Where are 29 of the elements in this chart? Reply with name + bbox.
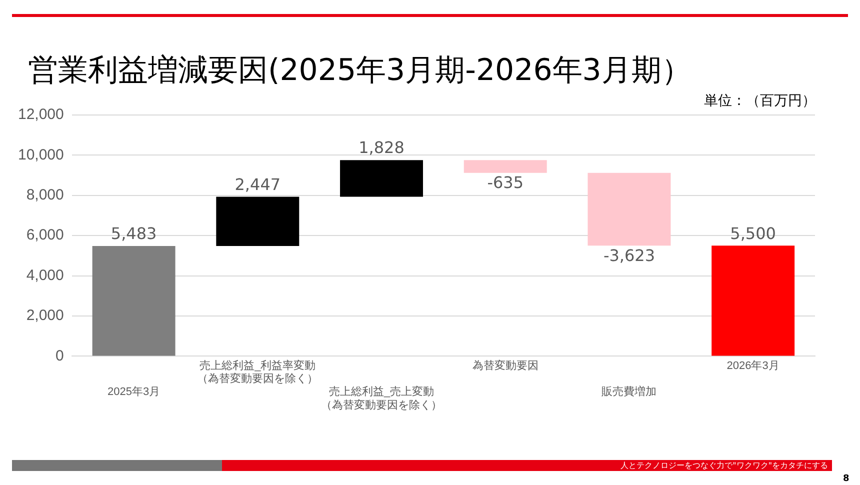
text: 人とテクノロジーをつなぐ力で"ワクワク"をカタチにする <box>222 460 832 471</box>
bar <box>340 160 424 197</box>
y-tick-label: 12,000 <box>18 106 64 124</box>
bar <box>216 196 300 246</box>
y-tick-label: 2,000 <box>26 307 64 324</box>
text: 単位：（百万円） <box>704 92 816 110</box>
data-label: -3,623 <box>603 246 656 265</box>
y-tick-label: 8,000 <box>26 186 64 204</box>
y-tick-label: 10,000 <box>18 146 64 164</box>
y-tick-label: 4,000 <box>26 266 64 284</box>
x-tick-label: 為替変動要因 <box>472 358 538 372</box>
y-tick-label: 0 <box>56 347 64 364</box>
bar <box>464 160 547 173</box>
data-label: 5,483 <box>110 224 157 244</box>
bar <box>712 246 795 356</box>
bar <box>588 172 671 246</box>
data-label: 1,828 <box>358 138 404 158</box>
chart-title: 営業利益増減要因(2025年3月期-2026年3月期） <box>28 52 692 90</box>
x-tick-label: 2025年3月 <box>108 386 160 398</box>
x-tick-label: 売上総利益_利益率変動（為替変動要因を除く） <box>197 358 318 386</box>
data-label: 5,500 <box>730 224 776 243</box>
data-label: 2,447 <box>234 174 281 194</box>
x-tick-label: 売上総利益_売上変動（為替変動要因を除く） <box>321 385 442 412</box>
bar <box>92 246 176 356</box>
text: 8 <box>843 474 850 484</box>
data-label: -635 <box>487 172 524 192</box>
y-tick-label: 6,000 <box>26 226 64 244</box>
x-tick-label: 2026年3月 <box>726 360 780 372</box>
x-tick-label: 販売費増加 <box>602 385 657 398</box>
